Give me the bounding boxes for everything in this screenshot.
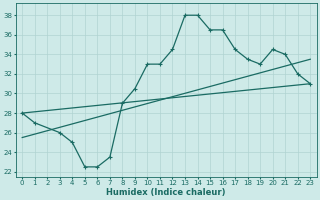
X-axis label: Humidex (Indice chaleur): Humidex (Indice chaleur) <box>107 188 226 197</box>
